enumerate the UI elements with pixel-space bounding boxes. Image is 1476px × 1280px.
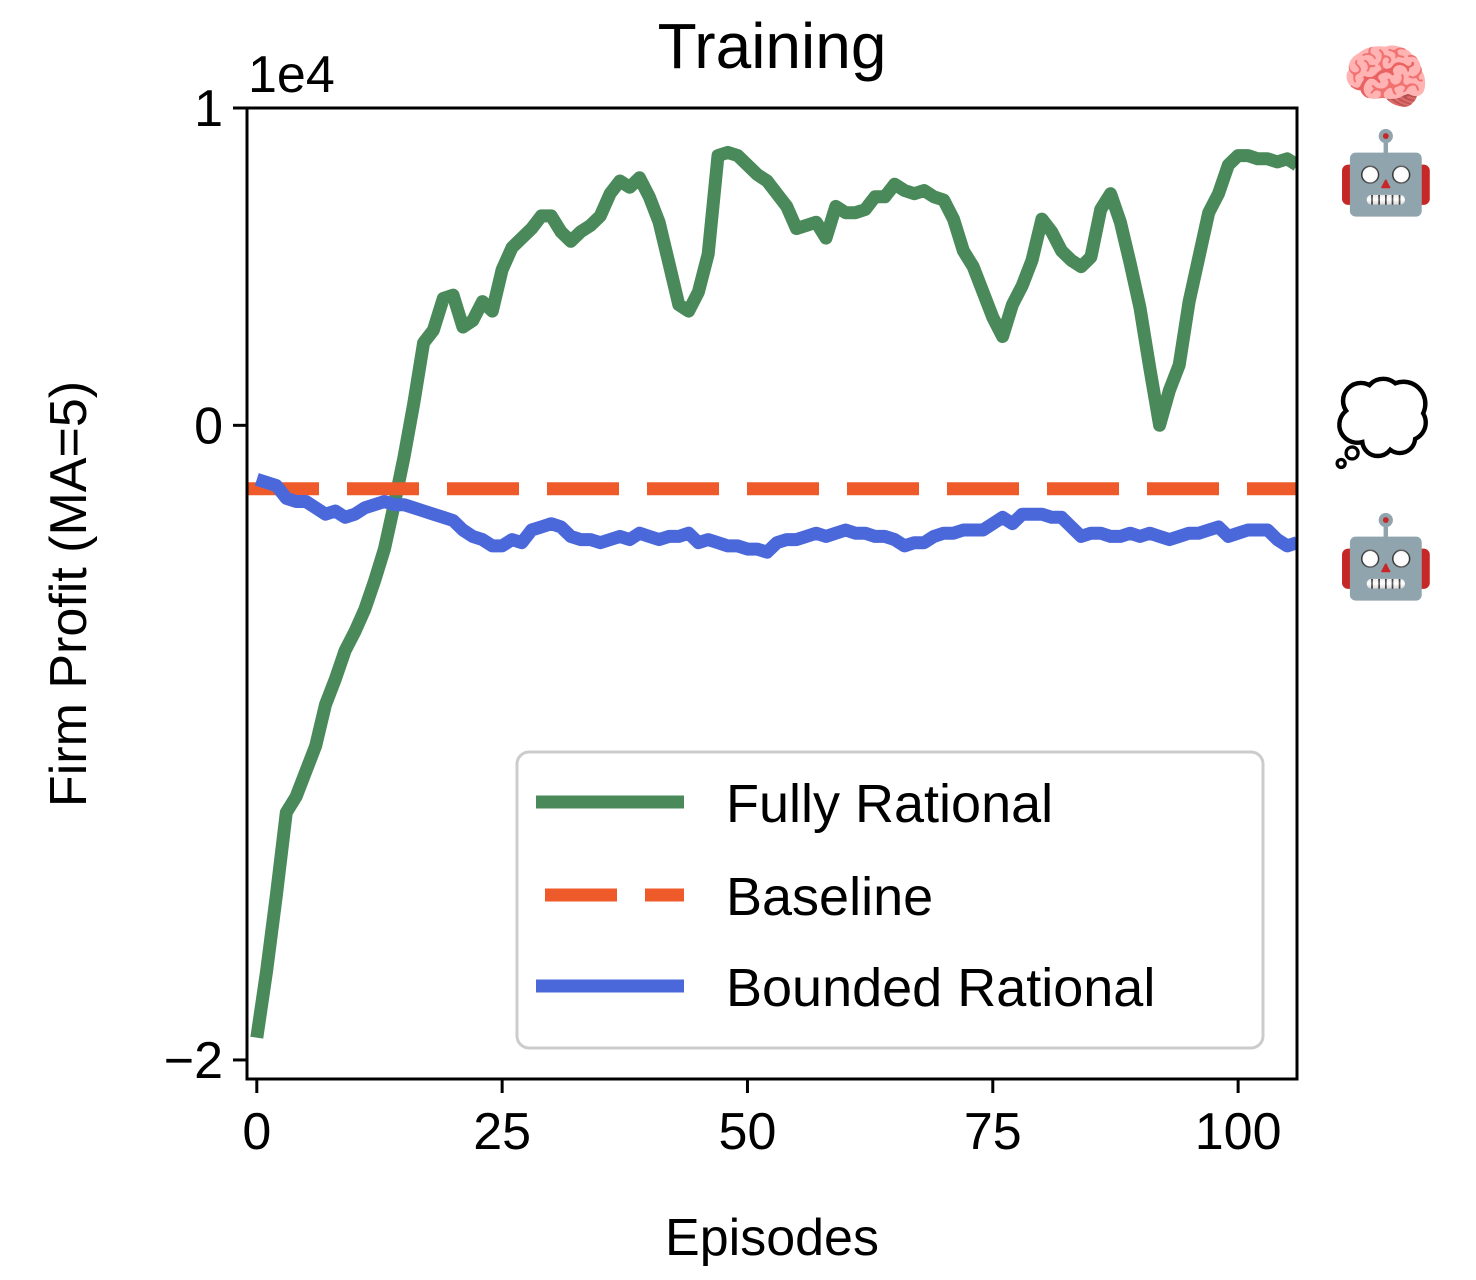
y-tick-label: 1 <box>194 80 223 138</box>
brain-icon: 🧠 <box>1341 38 1431 118</box>
thought-bubble-icon: 💭 <box>1332 375 1432 470</box>
legend-box <box>515 750 1265 1050</box>
y-axis-label: Firm Profit (MA=5) <box>40 381 98 807</box>
series-line-bounded-rational <box>254 473 1297 559</box>
chart-title: Training <box>658 10 887 82</box>
y-tick-label: 0 <box>194 397 223 455</box>
x-axis: 0 25 50 75 100 <box>242 1079 1282 1161</box>
legend-label-bounded-rational: Bounded Rational <box>726 958 1155 1018</box>
x-tick-label: 50 <box>719 1103 777 1161</box>
y-axis: −2 0 1 <box>164 80 247 1090</box>
x-tick-label: 0 <box>242 1103 271 1161</box>
x-tick-label: 75 <box>964 1103 1022 1161</box>
legend: Fully Rational Baseline Bounded Rational <box>515 750 1265 1050</box>
y-tick-label: −2 <box>164 1032 223 1090</box>
legend-label-fully-rational: Fully Rational <box>726 774 1053 834</box>
series-layer <box>247 145 1297 1039</box>
plot-frame <box>245 106 1299 1081</box>
y-offset-text: 1e4 <box>248 46 335 104</box>
x-tick-label: 25 <box>473 1103 531 1161</box>
series-line-fully-rational <box>250 145 1297 1039</box>
x-axis-label: Episodes <box>665 1209 879 1267</box>
robot-icon-bounded: 🤖 <box>1336 511 1436 602</box>
x-tick-label: 100 <box>1195 1103 1282 1161</box>
legend-label-baseline: Baseline <box>726 867 933 927</box>
robot-icon: 🤖 <box>1336 127 1436 218</box>
